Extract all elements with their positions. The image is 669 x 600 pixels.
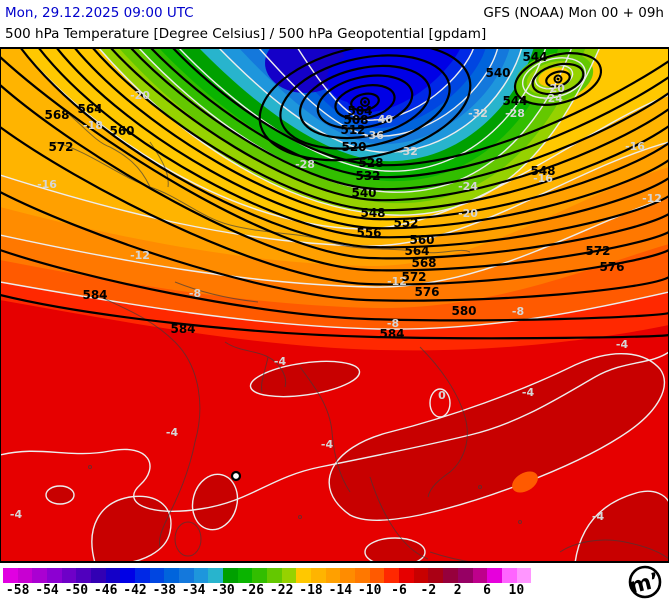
svg-text:548: 548 bbox=[360, 206, 385, 220]
svg-text:576: 576 bbox=[599, 260, 624, 274]
coastlines bbox=[54, 106, 669, 563]
svg-text:-36: -36 bbox=[364, 129, 384, 142]
provider-logo: m’ bbox=[627, 565, 662, 598]
svg-text:-28: -28 bbox=[295, 158, 315, 171]
pressure-center-markers bbox=[230, 74, 563, 482]
svg-text:-20: -20 bbox=[458, 207, 478, 220]
svg-text:568: 568 bbox=[411, 256, 436, 270]
svg-text:-12: -12 bbox=[130, 249, 150, 262]
svg-text:584: 584 bbox=[379, 327, 404, 341]
svg-text:540: 540 bbox=[351, 186, 376, 200]
svg-text:-24: -24 bbox=[458, 180, 478, 193]
svg-text:-4: -4 bbox=[10, 508, 23, 521]
svg-text:572: 572 bbox=[48, 140, 73, 154]
chart-title: 500 hPa Temperature [Degree Celsius] / 5… bbox=[5, 26, 487, 42]
svg-text:-32: -32 bbox=[398, 145, 418, 158]
svg-text:556: 556 bbox=[356, 226, 381, 240]
svg-text:-16: -16 bbox=[533, 172, 553, 185]
temperature-colorbar bbox=[3, 568, 532, 583]
svg-text:-4: -4 bbox=[592, 510, 605, 523]
svg-text:-12: -12 bbox=[642, 192, 662, 205]
model-run-info: GFS (NOAA) Mon 00 + 09h bbox=[483, 5, 664, 21]
svg-text:564: 564 bbox=[404, 244, 429, 258]
colorbar-labels: -58 -54 -50 -46 -42 -38 -34 -30 -26 -22 -18 -14 -10-… bbox=[5, 583, 525, 598]
svg-text:0: 0 bbox=[438, 389, 446, 402]
svg-text:504: 504 bbox=[347, 104, 372, 118]
svg-text:552: 552 bbox=[393, 216, 418, 230]
svg-text:508: 508 bbox=[343, 113, 368, 127]
svg-text:572: 572 bbox=[401, 270, 426, 284]
geopotential-contours bbox=[0, 47, 669, 340]
svg-text:-12: -12 bbox=[387, 275, 407, 288]
svg-text:-4: -4 bbox=[274, 355, 287, 368]
svg-text:568: 568 bbox=[44, 108, 69, 122]
svg-text:-16: -16 bbox=[37, 178, 57, 191]
temperature-labels: -40-36-32-32-28-28-24-24-20-20-20-18-16-… bbox=[10, 82, 662, 523]
svg-text:-4: -4 bbox=[616, 338, 629, 351]
svg-text:560: 560 bbox=[409, 233, 434, 247]
svg-text:-28: -28 bbox=[505, 107, 525, 120]
svg-text:512: 512 bbox=[340, 123, 365, 137]
svg-text:-20: -20 bbox=[545, 82, 565, 95]
svg-text:528: 528 bbox=[358, 156, 383, 170]
svg-text:-8: -8 bbox=[512, 305, 524, 318]
svg-text:576: 576 bbox=[414, 285, 439, 299]
svg-text:-40: -40 bbox=[373, 113, 393, 126]
svg-text:584: 584 bbox=[82, 288, 107, 302]
svg-text:564: 564 bbox=[77, 102, 102, 116]
svg-text:572: 572 bbox=[585, 244, 610, 258]
run-datetime: Mon, 29.12.2025 09:00 UTC bbox=[5, 5, 194, 21]
svg-text:-16: -16 bbox=[625, 140, 645, 153]
svg-text:544: 544 bbox=[502, 94, 527, 108]
svg-text:580: 580 bbox=[451, 304, 476, 318]
svg-text:544: 544 bbox=[522, 50, 547, 64]
map-border bbox=[0, 47, 669, 563]
svg-text:-20: -20 bbox=[130, 89, 150, 102]
svg-text:540: 540 bbox=[485, 66, 510, 80]
synoptic-map: -40-36-32-32-28-28-24-24-20-20-20-18-16-… bbox=[0, 47, 669, 563]
svg-text:-32: -32 bbox=[468, 107, 488, 120]
svg-text:548: 548 bbox=[530, 164, 555, 178]
svg-text:532: 532 bbox=[355, 169, 380, 183]
map-header: Mon, 29.12.2025 09:00 UTC GFS (NOAA) Mon… bbox=[0, 0, 669, 47]
svg-text:-4: -4 bbox=[166, 426, 179, 439]
svg-text:520: 520 bbox=[341, 140, 366, 154]
svg-text:-4: -4 bbox=[321, 438, 334, 451]
svg-text:-8: -8 bbox=[189, 287, 201, 300]
svg-text:-24: -24 bbox=[543, 92, 563, 105]
legend-footer: -58 -54 -50 -46 -42 -38 -34 -30 -26 -22 -18 -14 -10-… bbox=[0, 563, 669, 600]
svg-text:-4: -4 bbox=[522, 386, 535, 399]
svg-text:584: 584 bbox=[170, 322, 195, 336]
svg-text:-8: -8 bbox=[387, 317, 399, 330]
svg-text:560: 560 bbox=[109, 124, 134, 138]
svg-text:-18: -18 bbox=[83, 119, 103, 132]
